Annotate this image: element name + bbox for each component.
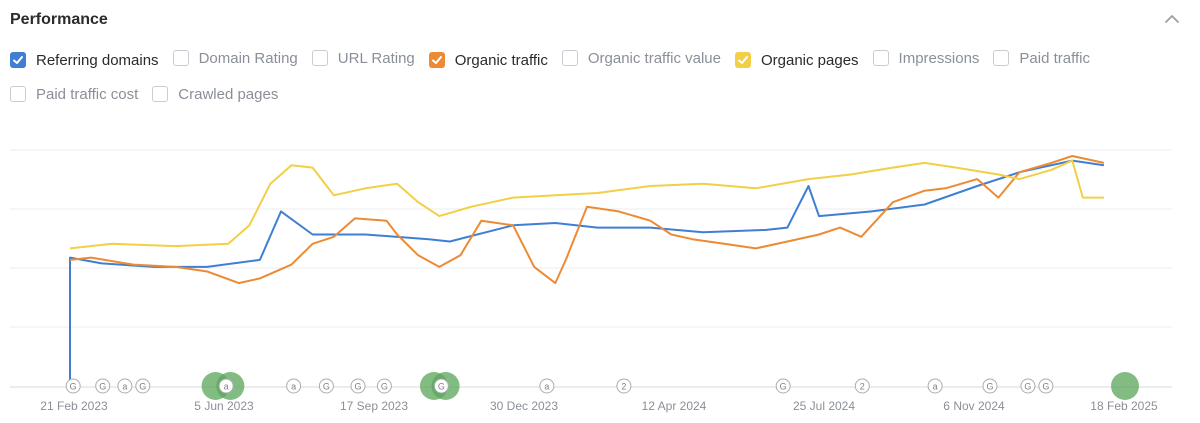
legend-label: Referring domains: [36, 51, 159, 69]
checkbox-icon[interactable]: [561, 50, 578, 66]
checkbox-icon[interactable]: [311, 50, 328, 66]
svg-text:a: a: [544, 382, 549, 392]
svg-text:2: 2: [860, 382, 865, 392]
svg-text:G: G: [355, 382, 362, 392]
svg-text:G: G: [438, 382, 445, 392]
svg-text:G: G: [780, 382, 787, 392]
checkbox-icon[interactable]: [872, 50, 889, 66]
event-marker-icon[interactable]: 2: [616, 378, 632, 394]
legend-label: Impressions: [898, 49, 980, 67]
update-marker-icon[interactable]: [1111, 372, 1139, 400]
event-marker-icon[interactable]: 2: [854, 378, 870, 394]
checkbox-icon[interactable]: [172, 50, 189, 66]
series-line-organic-traffic: [69, 155, 1105, 285]
svg-text:G: G: [1024, 382, 1031, 392]
checkbox-checked-icon[interactable]: [428, 52, 445, 68]
event-marker-icon[interactable]: G: [95, 378, 111, 394]
event-marker-icon[interactable]: G: [1020, 378, 1036, 394]
legend-label: Organic traffic value: [587, 49, 721, 67]
panel-header: Performance: [10, 9, 1190, 33]
legend-item-organic-traffic-value[interactable]: Organic traffic value: [561, 47, 721, 69]
event-marker-icon[interactable]: a: [117, 378, 133, 394]
legend-label: Crawled pages: [178, 85, 279, 103]
legend-label: Organic traffic: [454, 51, 548, 69]
legend-item-paid-traffic-cost[interactable]: Paid traffic cost: [10, 83, 138, 105]
svg-text:G: G: [323, 382, 330, 392]
event-marker-icon[interactable]: G: [350, 378, 366, 394]
legend-item-organic-pages[interactable]: Organic pages: [734, 49, 859, 71]
svg-text:a: a: [291, 382, 296, 392]
event-marker-icon[interactable]: G: [376, 378, 392, 394]
x-tick-label: 25 Jul 2024: [792, 399, 856, 413]
svg-text:G: G: [1042, 382, 1049, 392]
x-tick-label: 17 Sep 2023: [339, 399, 409, 413]
checkbox-checked-icon[interactable]: [734, 52, 751, 68]
x-tick-label: 5 Jun 2023: [194, 399, 254, 413]
svg-text:G: G: [70, 382, 77, 392]
svg-text:2: 2: [621, 382, 626, 392]
event-marker-icon[interactable]: G: [318, 378, 334, 394]
event-marker-icon[interactable]: a: [539, 378, 555, 394]
legend-label: Paid traffic cost: [36, 85, 139, 103]
checkbox-checked-icon[interactable]: [10, 52, 26, 68]
event-marker-icon[interactable]: G: [982, 378, 998, 394]
x-tick-label: 30 Dec 2023: [489, 399, 559, 413]
svg-text:a: a: [224, 382, 229, 392]
legend-label: URL Rating: [337, 49, 415, 67]
event-marker-icon[interactable]: a: [218, 378, 234, 394]
x-tick-label: 6 Nov 2024: [943, 399, 1005, 413]
panel-title: Performance: [10, 11, 108, 28]
checkbox-icon[interactable]: [152, 86, 169, 102]
event-marker-icon[interactable]: a: [286, 378, 302, 394]
series-line-referring-domains: [69, 159, 1105, 387]
event-marker-icon[interactable]: G: [433, 378, 449, 394]
svg-text:a: a: [122, 382, 127, 392]
series-line-organic-pages: [69, 159, 1104, 250]
event-marker-icon[interactable]: a: [927, 378, 943, 394]
svg-text:G: G: [99, 382, 106, 392]
legend-item-domain-rating[interactable]: Domain Rating: [172, 47, 298, 69]
legend-label: Domain Rating: [198, 49, 298, 67]
legend-item-url-rating[interactable]: URL Rating: [311, 47, 415, 69]
x-tick-label: 21 Feb 2023: [40, 399, 108, 413]
svg-text:G: G: [139, 382, 146, 392]
metric-legend: Referring domains Domain Rating URL Rating…: [10, 47, 1185, 117]
event-marker-icon[interactable]: G: [775, 378, 791, 394]
checkbox-icon[interactable]: [10, 86, 26, 102]
legend-label: Paid traffic: [1019, 49, 1090, 67]
event-marker-icon[interactable]: G: [65, 378, 81, 394]
legend-item-impressions[interactable]: Impressions: [872, 47, 980, 69]
svg-text:G: G: [381, 382, 388, 392]
chevron-up-icon[interactable]: [1162, 9, 1182, 29]
x-tick-label: 12 Apr 2024: [641, 399, 707, 413]
svg-text:a: a: [933, 382, 938, 392]
checkbox-icon[interactable]: [993, 50, 1010, 66]
event-marker-icon[interactable]: G: [135, 378, 151, 394]
legend-item-referring-domains[interactable]: Referring domains: [10, 49, 159, 71]
legend-label: Organic pages: [760, 51, 859, 69]
svg-text:G: G: [986, 382, 993, 392]
legend-item-paid-traffic[interactable]: Paid traffic: [993, 47, 1090, 69]
legend-item-crawled-pages[interactable]: Crawled pages: [152, 83, 278, 105]
legend-item-organic-traffic[interactable]: Organic traffic: [428, 49, 548, 71]
x-tick-label: 18 Feb 2025: [1090, 399, 1158, 413]
event-marker-icon[interactable]: G: [1038, 378, 1054, 394]
